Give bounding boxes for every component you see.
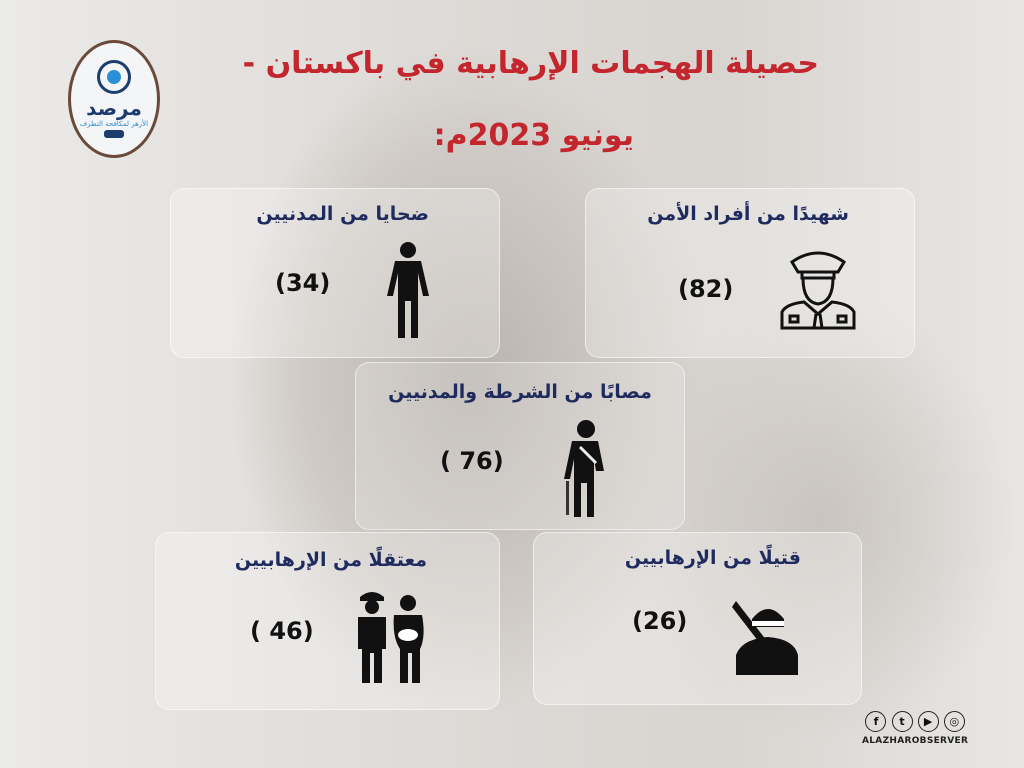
stat-card-terrorists-killed: قتيلًا من الإرهابيين (26)	[533, 532, 862, 705]
title-line-1: حصيلة الهجمات الإرهابية في باكستان -	[242, 46, 819, 81]
social-handle: ALAZHAROBSERVER	[862, 736, 969, 746]
stat-label: قتيلًا من الإرهابيين	[624, 547, 801, 569]
youtube-icon[interactable]: ▶	[917, 711, 939, 732]
stat-card-security-martyrs: شهيدًا من أفراد الأمن (82)	[585, 188, 915, 358]
twitter-icon[interactable]: t	[891, 711, 913, 732]
stat-label: معتقلًا من الإرهابيين	[234, 549, 427, 571]
logo-name: مرصد	[86, 96, 142, 120]
stat-label: شهيدًا من أفراد الأمن	[647, 203, 849, 225]
person-standing-icon	[387, 242, 429, 338]
police-arrest-icon	[358, 592, 424, 683]
logo: مرصد الأزهر لمكافحة التطرف	[68, 40, 160, 158]
armed-terrorist-icon	[732, 601, 798, 675]
stat-label: ضحايا من المدنيين	[256, 203, 429, 225]
police-officer-icon	[780, 251, 856, 330]
stat-card-civilian-victims: ضحايا من المدنيين (34)	[170, 188, 500, 358]
logo-tag	[104, 130, 124, 138]
instagram-icon[interactable]: ◎	[943, 711, 965, 732]
injured-person-icon	[564, 420, 604, 517]
stat-card-injured: مصابًا من الشرطة والمدنيين ( 76)	[355, 362, 685, 530]
social-links: f t ▶ ◎ ALAZHAROBSERVER	[862, 710, 968, 746]
stat-value: ( 76)	[440, 447, 504, 475]
stat-value: (26)	[632, 607, 688, 635]
stat-value: ( 46)	[250, 617, 314, 645]
title-line-2: يونيو 2023م:	[433, 118, 634, 153]
stat-card-arrested: معتقلًا من الإرهابيين ( 46)	[155, 532, 500, 710]
stat-value: (82)	[678, 275, 734, 303]
stat-label: مصابًا من الشرطة والمدنيين	[388, 381, 652, 403]
logo-subtitle: الأزهر لمكافحة التطرف	[79, 120, 149, 128]
facebook-icon[interactable]: f	[865, 711, 887, 732]
eye-icon	[97, 60, 131, 94]
stat-value: (34)	[275, 269, 331, 297]
